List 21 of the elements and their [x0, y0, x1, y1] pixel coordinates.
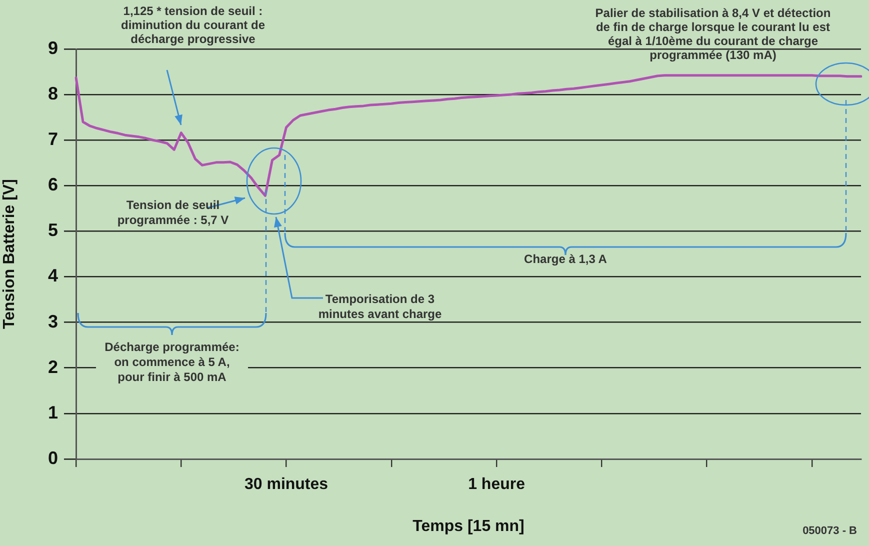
y-tick-label: 9 [48, 38, 58, 58]
y-tick-label: 4 [48, 266, 58, 286]
text: 1,125 * tension de seuil : diminution du courant de décharge progressive [120, 4, 266, 46]
y-axis-title: Tension Batterie [V] [1, 179, 18, 329]
annotation: Palier de stabilisation à 8,4 V et détection de fin de charge lorsque le courant lu est égal à 1/10ème du courant de charge programmée (130 mA) [594, 6, 832, 62]
annotation: Charge à 1,3 A [523, 252, 608, 267]
annotation: Décharge programmée: on commence à 5 A, pour finir à 500 mA [96, 340, 248, 385]
x-axis-title: Temps [15 mn] [412, 518, 524, 535]
y-tick-label: 2 [48, 356, 58, 377]
annotation: Tension de seuil programmée : 5,7 V [116, 198, 230, 228]
x-tick-label: 1 heure [468, 476, 526, 494]
y-tick-label: 6 [48, 174, 58, 195]
x-tick-label: 30 minutes [244, 476, 328, 494]
annotation: Temporisation de 3 minutes avant charge [317, 292, 443, 322]
y-tick-label: 5 [48, 220, 58, 240]
text: 050073 - B [802, 524, 857, 539]
y-tick-label: 8 [48, 84, 58, 104]
y-tick-label: 1 [48, 402, 58, 422]
y-tick-label: 3 [48, 311, 58, 332]
y-tick-label: 7 [48, 129, 58, 150]
y-tick-label: 0 [48, 448, 58, 468]
